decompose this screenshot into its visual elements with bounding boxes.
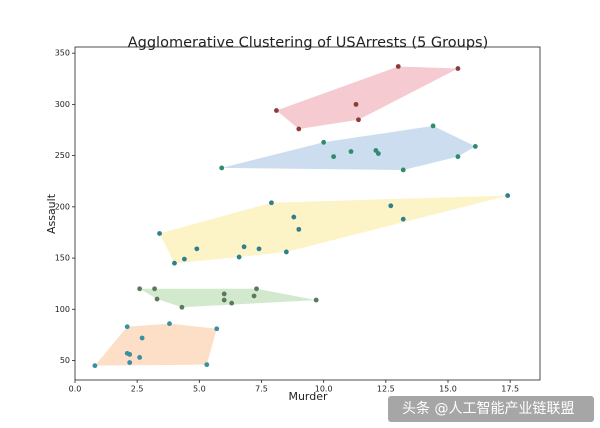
y-tick-label: 150 — [55, 254, 70, 263]
data-point — [291, 214, 297, 220]
cluster-hull — [139, 288, 317, 308]
data-point — [296, 126, 302, 132]
data-point — [157, 231, 162, 236]
data-point — [214, 326, 220, 332]
data-point — [219, 165, 225, 171]
y-tick-label: 350 — [55, 49, 70, 58]
x-tick-label: 7.5 — [255, 385, 268, 394]
data-point — [283, 249, 289, 255]
y-tick-label: 250 — [55, 151, 70, 160]
x-tick-label: 2.5 — [131, 385, 144, 394]
data-point — [395, 64, 401, 69]
x-axis-label: Murder — [288, 390, 328, 403]
data-point — [256, 246, 262, 252]
data-point — [400, 167, 406, 173]
data-point — [274, 108, 279, 113]
y-axis-label: Assault — [45, 193, 58, 234]
data-point — [221, 297, 227, 303]
data-point — [167, 321, 172, 327]
watermark: 头条 @人工智能产业链联盟 — [402, 400, 574, 417]
data-point — [356, 117, 361, 123]
axes-frame — [74, 46, 541, 381]
data-point — [127, 360, 133, 365]
cluster-hull — [94, 323, 217, 366]
y-tick-label: 300 — [55, 100, 70, 109]
x-tick-label: 17.5 — [501, 385, 519, 394]
data-point — [139, 335, 145, 341]
data-point — [321, 139, 327, 145]
data-point — [313, 297, 319, 303]
x-tick-label: 15.0 — [439, 385, 457, 394]
data-point — [472, 143, 478, 149]
data-point — [505, 193, 511, 198]
cluster-hull — [276, 66, 458, 129]
data-point — [430, 123, 436, 129]
data-point — [241, 244, 247, 250]
y-tick-label: 100 — [55, 305, 70, 314]
data-point — [154, 296, 160, 302]
data-point — [182, 256, 187, 262]
y-tick-label: 200 — [55, 202, 70, 211]
data-point — [269, 200, 274, 206]
data-point — [137, 286, 143, 292]
data-point — [236, 254, 242, 260]
data-point — [229, 300, 235, 306]
data-point — [179, 304, 185, 310]
data-point — [92, 363, 98, 369]
data-point — [348, 149, 354, 154]
x-tick-label: 12.5 — [377, 385, 395, 394]
data-point — [455, 154, 461, 160]
x-tick-label: 10.0 — [315, 385, 333, 394]
x-tick-label: 5.0 — [193, 385, 206, 394]
cluster-hull — [221, 125, 476, 170]
data-point — [172, 260, 177, 266]
chart-title: Agglomerative Clustering of USArrests (5… — [128, 35, 489, 51]
x-tick-label: 0.0 — [69, 385, 82, 394]
data-point — [152, 286, 157, 292]
data-point — [375, 151, 381, 156]
plot-area — [92, 64, 511, 369]
data-point — [296, 226, 302, 232]
data-point — [455, 66, 461, 71]
data-point — [353, 101, 359, 107]
data-point — [137, 355, 143, 360]
data-point — [251, 293, 257, 299]
data-point — [204, 362, 210, 368]
watermark-bg — [388, 396, 594, 422]
data-point — [124, 350, 130, 356]
data-point — [388, 203, 394, 209]
data-point — [194, 246, 200, 252]
data-point — [400, 216, 406, 222]
data-point — [124, 324, 130, 330]
y-tick-label: 50 — [60, 356, 70, 365]
data-point — [331, 154, 337, 160]
data-point — [221, 291, 227, 297]
cluster-hull — [159, 195, 508, 264]
data-point — [254, 286, 259, 292]
